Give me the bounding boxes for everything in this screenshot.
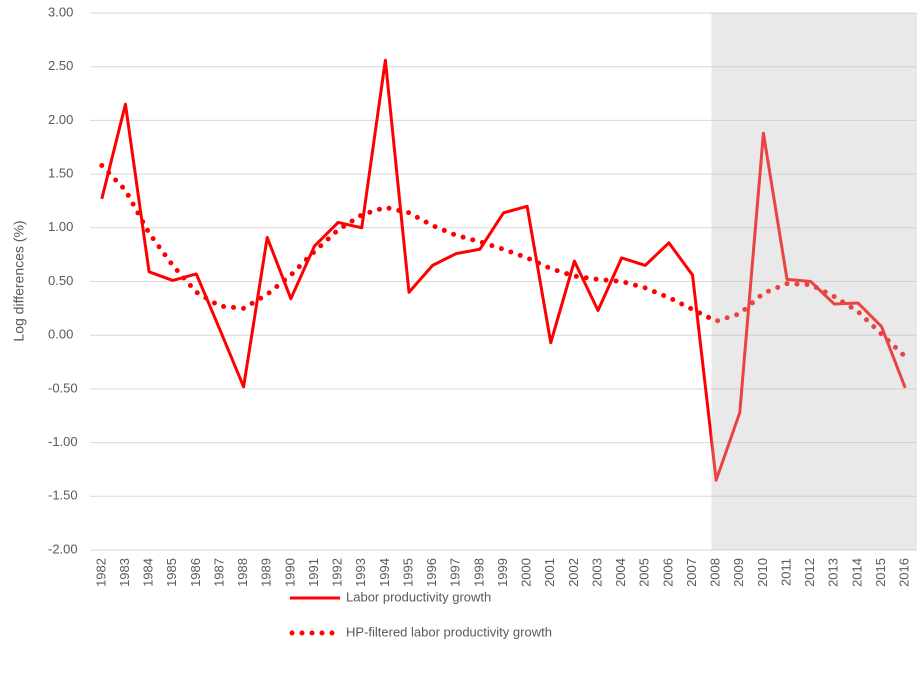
x-tick-label: 2002 [566, 558, 581, 587]
x-tick-label: 1990 [282, 558, 297, 587]
legend-label: HP-filtered labor productivity growth [346, 624, 552, 639]
y-tick-label: -0.50 [48, 380, 78, 395]
y-tick-label: 0.00 [48, 327, 73, 342]
y-tick-label: 2.50 [48, 58, 73, 73]
x-tick-label: 1985 [164, 558, 179, 587]
y-tick-label: -1.50 [48, 488, 78, 503]
data-line [99, 163, 908, 360]
y-axis-label: Log differences (%) [11, 220, 27, 341]
x-tick-label: 1983 [117, 558, 132, 587]
y-tick-label: 1.50 [48, 166, 73, 181]
x-tick-label: 2004 [613, 558, 628, 587]
x-tick-label: 1984 [141, 558, 156, 587]
x-tick-label: 2013 [826, 558, 841, 587]
y-tick-label: -1.00 [48, 434, 78, 449]
x-tick-label: 1992 [330, 558, 345, 587]
x-tick-label: 2012 [802, 558, 817, 587]
y-tick-label: 1.00 [48, 219, 73, 234]
x-tick-label: 2015 [873, 558, 888, 587]
highlight-band [711, 13, 917, 550]
x-tick-label: 2016 [897, 558, 912, 587]
y-tick-label: 0.50 [48, 273, 73, 288]
x-tick-label: 1987 [211, 558, 226, 587]
x-tick-label: 2009 [731, 558, 746, 587]
y-tick-label: 2.00 [48, 112, 73, 127]
x-tick-label: 2000 [519, 558, 534, 587]
x-tick-label: 1986 [188, 558, 203, 587]
x-tick-label: 2014 [849, 558, 864, 587]
data-line [100, 58, 907, 482]
x-tick-label: 2005 [637, 558, 652, 587]
x-tick-label: 1989 [259, 558, 274, 587]
x-tick-label: 2008 [708, 558, 723, 587]
x-tick-label: 2010 [755, 558, 770, 587]
x-tick-label: 2006 [660, 558, 675, 587]
x-tick-label: 1998 [471, 558, 486, 587]
x-tick-label: 1991 [306, 558, 321, 587]
x-tick-label: 1999 [495, 558, 510, 587]
x-tick-label: 1996 [424, 558, 439, 587]
x-tick-label: 2011 [778, 558, 793, 586]
x-tick-label: 2007 [684, 558, 699, 587]
x-tick-label: 1993 [353, 558, 368, 587]
x-tick-label: 1988 [235, 558, 250, 587]
x-tick-label: 1994 [377, 558, 392, 587]
x-tick-label: 1997 [448, 558, 463, 587]
y-tick-label: -2.00 [48, 541, 78, 556]
legend-label: Labor productivity growth [346, 589, 491, 604]
x-tick-label: 1995 [400, 558, 415, 587]
x-tick-label: 2003 [589, 558, 604, 587]
y-tick-label: 3.00 [48, 4, 73, 19]
x-tick-label: 2001 [542, 558, 557, 587]
x-tick-label: 1982 [93, 558, 108, 587]
